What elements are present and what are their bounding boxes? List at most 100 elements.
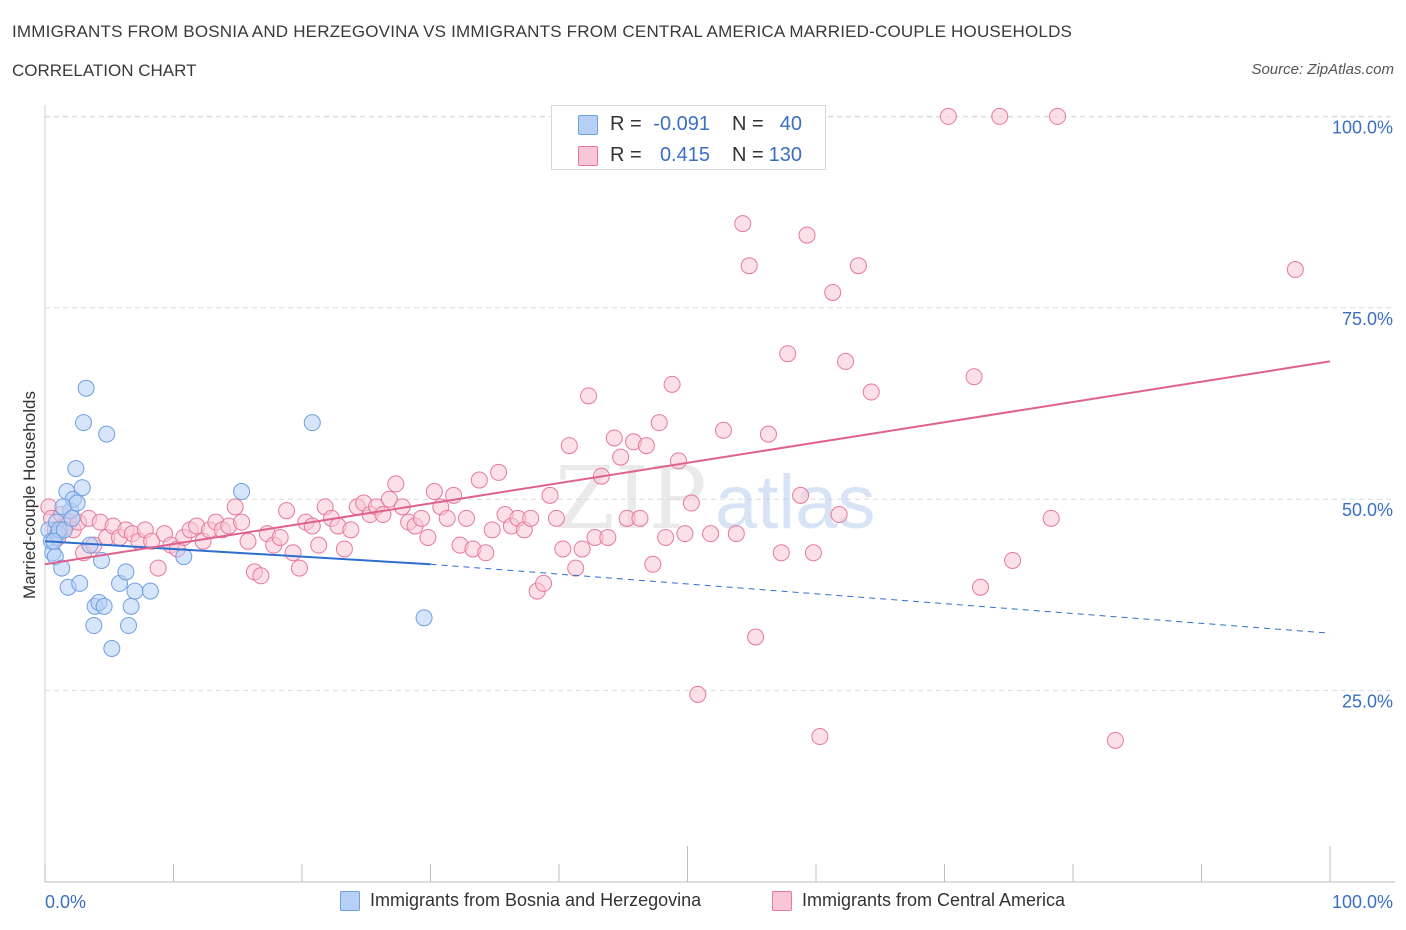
point-central-america xyxy=(310,536,328,554)
point-bosnia xyxy=(75,414,93,432)
legend-row-bosnia: R = -0.091 N = 40 xyxy=(552,109,825,137)
point-central-america xyxy=(824,283,842,301)
point-central-america xyxy=(554,540,572,558)
point-bosnia xyxy=(73,479,91,497)
point-central-america xyxy=(239,532,257,550)
point-central-america xyxy=(560,437,578,455)
point-central-america xyxy=(759,425,777,443)
trend-line-bosnia-extrapolated xyxy=(430,563,1331,634)
point-bosnia xyxy=(68,494,86,512)
point-central-america xyxy=(580,387,598,405)
point-central-america xyxy=(477,544,495,562)
point-central-america xyxy=(425,483,443,501)
point-bosnia xyxy=(175,548,193,566)
point-central-america xyxy=(342,521,360,539)
point-central-america xyxy=(226,498,244,516)
chart-title: IMMIGRANTS FROM BOSNIA AND HERZEGOVINA V… xyxy=(12,22,1073,41)
point-central-america xyxy=(1286,261,1304,279)
point-central-america xyxy=(380,490,398,508)
point-central-america xyxy=(772,544,790,562)
point-bosnia xyxy=(95,597,113,615)
point-central-america xyxy=(573,540,591,558)
point-central-america xyxy=(792,486,810,504)
point-central-america xyxy=(798,226,816,244)
point-central-america xyxy=(811,728,829,746)
point-central-america xyxy=(605,429,623,447)
point-central-america xyxy=(457,509,475,527)
grid-lines xyxy=(45,115,1395,692)
point-central-america xyxy=(470,471,488,489)
point-central-america xyxy=(1042,509,1060,527)
point-bosnia xyxy=(141,582,159,600)
point-bosnia xyxy=(98,425,116,443)
y-tick-label: 100.0% xyxy=(1332,117,1393,137)
point-central-america xyxy=(413,509,431,527)
chart-subtitle: CORRELATION CHART xyxy=(12,61,197,80)
legend-swatch-pink xyxy=(772,891,792,911)
point-bosnia xyxy=(67,460,85,478)
trend-line-bosnia xyxy=(44,540,431,566)
legend-n-label: N = xyxy=(732,113,764,135)
point-bosnia xyxy=(77,379,95,397)
point-central-america xyxy=(271,528,289,546)
legend-swatch-pink xyxy=(578,146,598,166)
point-central-america xyxy=(714,421,732,439)
point-central-america xyxy=(663,375,681,393)
x-tick-label: 100.0% xyxy=(1332,892,1393,912)
point-central-america xyxy=(335,540,353,558)
point-central-america xyxy=(644,555,662,573)
point-central-america xyxy=(483,521,501,539)
point-central-america xyxy=(290,559,308,577)
point-bosnia xyxy=(103,639,121,657)
point-central-america xyxy=(971,578,989,596)
legend-label: Immigrants from Bosnia and Herzegovina xyxy=(370,890,702,910)
point-bosnia xyxy=(233,483,251,501)
y-tick-label: 75.0% xyxy=(1342,309,1393,329)
point-central-america xyxy=(143,532,161,550)
point-bosnia xyxy=(122,597,140,615)
point-central-america xyxy=(535,574,553,592)
point-central-america xyxy=(702,525,720,543)
point-bosnia xyxy=(63,509,81,527)
legend-n-label: N = xyxy=(732,144,764,166)
point-central-america xyxy=(522,509,540,527)
point-central-america xyxy=(734,215,752,233)
point-bosnia xyxy=(415,609,433,627)
axes xyxy=(44,105,1395,883)
point-central-america xyxy=(387,475,405,493)
point-central-america xyxy=(837,352,855,370)
tick-labels: 25.0% 50.0% 75.0% 100.0% 0.0% 100.0% xyxy=(45,117,1393,912)
point-central-america xyxy=(1106,731,1124,749)
point-central-america xyxy=(374,506,392,524)
point-central-america xyxy=(830,506,848,524)
legend-r-value: 0.415 xyxy=(659,144,710,166)
point-central-america xyxy=(637,437,655,455)
point-central-america xyxy=(740,257,758,275)
point-bosnia xyxy=(85,617,103,635)
point-central-america xyxy=(849,257,867,275)
legend-r-value: -0.091 xyxy=(653,113,710,135)
point-central-america xyxy=(599,528,617,546)
point-central-america xyxy=(567,559,585,577)
point-central-america xyxy=(650,414,668,432)
point-central-america xyxy=(438,509,456,527)
point-central-america xyxy=(252,567,270,585)
point-central-america xyxy=(689,685,707,703)
series-central-america xyxy=(40,107,1304,749)
legend-r-label: R = xyxy=(610,113,642,135)
point-central-america xyxy=(670,452,688,470)
point-bosnia xyxy=(303,414,321,432)
point-central-america xyxy=(284,544,302,562)
legend-row-central-america: R = 0.415 N = 130 xyxy=(552,140,825,168)
legend-r-label: R = xyxy=(610,144,642,166)
point-bosnia xyxy=(120,617,138,635)
trend-line-central-america xyxy=(44,360,1331,566)
point-central-america xyxy=(682,494,700,512)
point-bosnia xyxy=(71,574,89,592)
point-central-america xyxy=(991,107,1009,125)
point-central-america xyxy=(278,502,296,520)
point-central-america xyxy=(547,509,565,527)
trend-lines xyxy=(44,360,1331,634)
y-axis-label: Married-couple Households xyxy=(20,391,39,599)
